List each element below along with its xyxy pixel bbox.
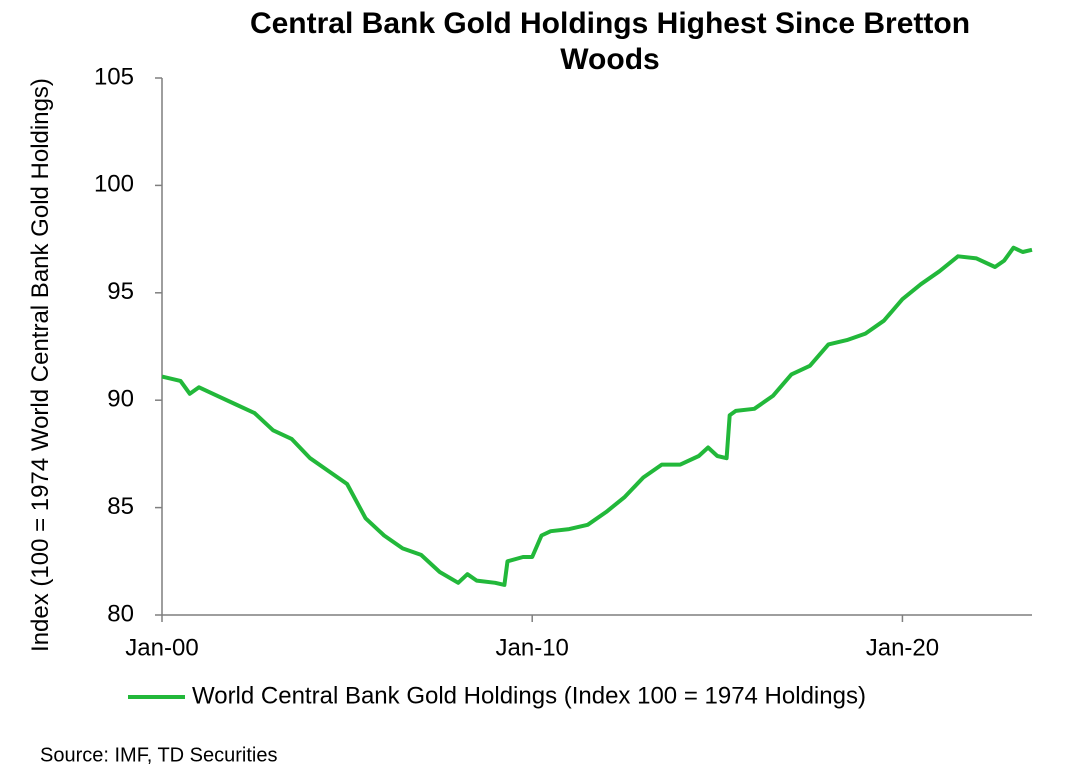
- x-tick-label: Jan-10: [496, 634, 569, 661]
- y-tick-label: 85: [107, 493, 134, 520]
- x-tick-label: Jan-20: [866, 634, 939, 661]
- data-line: [161, 245, 1033, 587]
- y-axis-label: Index (100 = 1974 World Central Bank Gol…: [27, 78, 54, 652]
- y-tick-label: 95: [107, 278, 134, 305]
- legend-label: World Central Bank Gold Holdings (Index …: [192, 682, 866, 709]
- chart-title: Central Bank Gold Holdings Highest Since…: [249, 7, 971, 76]
- y-tick-label: 105: [94, 63, 134, 90]
- source-note: Source: IMF, TD Securities: [40, 744, 277, 766]
- y-tick-label: 90: [107, 386, 134, 413]
- x-tick-label: Jan-00: [125, 634, 198, 661]
- y-tick-label: 100: [94, 171, 134, 198]
- y-tick-label: 80: [107, 600, 134, 627]
